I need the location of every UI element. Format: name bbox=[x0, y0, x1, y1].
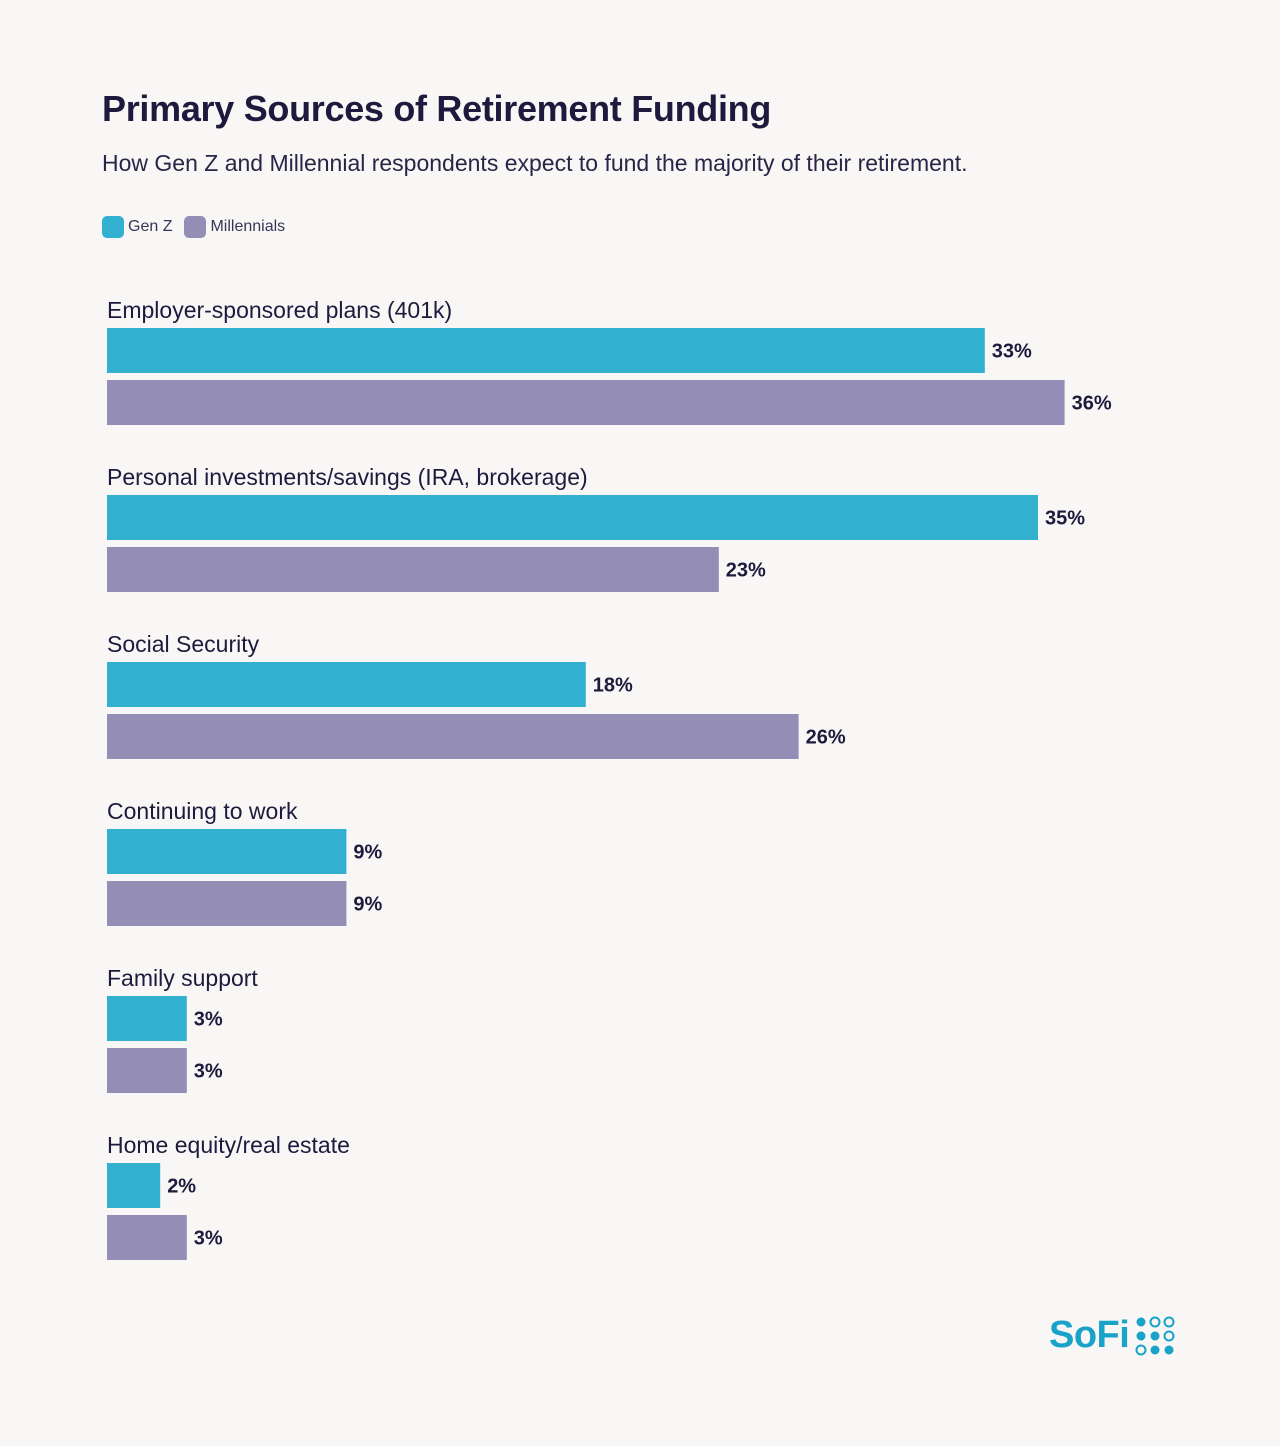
category-label-family-support: Family support bbox=[107, 965, 258, 991]
bar-gen-z-personal-investments-savings-ira-brokerage bbox=[107, 495, 1038, 540]
category-label-continuing-to-work: Continuing to work bbox=[107, 798, 298, 824]
bar-millennials-personal-investments-savings-ira-brokerage bbox=[107, 547, 719, 592]
bar-gen-z-employer-sponsored-plans-401k bbox=[107, 328, 985, 373]
sofi-logo: SoFi bbox=[1049, 1314, 1175, 1357]
logo-text: SoFi bbox=[1049, 1314, 1130, 1356]
bar-millennials-employer-sponsored-plans-401k bbox=[107, 380, 1065, 425]
data-label-gen-z-family-support: 3% bbox=[194, 1009, 223, 1031]
data-label-millennials-personal-investments-savings-ira-brokerage: 23% bbox=[726, 560, 766, 582]
bar-chart: Employer-sponsored plans (401k) 33% 36% Per… bbox=[107, 297, 1112, 1260]
data-label-gen-z-home-equity-real-estate: 2% bbox=[167, 1176, 196, 1198]
bar-millennials-family-support bbox=[107, 1048, 187, 1093]
sofi-dots-icon bbox=[1135, 1316, 1175, 1355]
bar-millennials-home-equity-real-estate bbox=[107, 1215, 187, 1260]
category-label-personal-investments-savings-ira-brokerage: Personal investments/savings (IRA, broke… bbox=[107, 464, 588, 490]
legend-swatch-gen-z bbox=[102, 216, 124, 238]
legend-label-gen-z: Gen Z bbox=[128, 218, 173, 235]
legend-swatch-millennials bbox=[184, 216, 207, 238]
legend-item-millennials: Millennials bbox=[184, 216, 285, 238]
bar-gen-z-family-support bbox=[107, 996, 187, 1041]
data-label-millennials-social-security: 26% bbox=[806, 727, 846, 749]
category-label-social-security: Social Security bbox=[107, 631, 260, 657]
data-label-gen-z-personal-investments-savings-ira-brokerage: 35% bbox=[1045, 508, 1085, 530]
chart-subtitle: How Gen Z and Millennial respondents exp… bbox=[102, 150, 968, 176]
data-label-gen-z-employer-sponsored-plans-401k: 33% bbox=[992, 341, 1032, 363]
legend: Gen Z Millennials bbox=[102, 216, 297, 238]
bar-gen-z-social-security bbox=[107, 662, 586, 707]
data-label-millennials-home-equity-real-estate: 3% bbox=[194, 1228, 223, 1250]
bar-gen-z-home-equity-real-estate bbox=[107, 1163, 161, 1208]
data-label-millennials-family-support: 3% bbox=[194, 1061, 223, 1083]
legend-item-gen-z: Gen Z bbox=[102, 216, 172, 238]
data-label-gen-z-social-security: 18% bbox=[593, 675, 633, 697]
legend-label-millennials: Millennials bbox=[210, 218, 286, 235]
category-label-home-equity-real-estate: Home equity/real estate bbox=[107, 1132, 350, 1158]
chart-title: Primary Sources of Retirement Funding bbox=[102, 88, 772, 129]
category-label-employer-sponsored-plans-401k: Employer-sponsored plans (401k) bbox=[107, 297, 452, 323]
bar-millennials-continuing-to-work bbox=[107, 881, 347, 926]
data-label-gen-z-continuing-to-work: 9% bbox=[353, 842, 382, 864]
bar-gen-z-continuing-to-work bbox=[107, 829, 347, 874]
bar-millennials-social-security bbox=[107, 714, 799, 759]
data-label-millennials-employer-sponsored-plans-401k: 36% bbox=[1072, 393, 1112, 415]
data-label-millennials-continuing-to-work: 9% bbox=[353, 894, 382, 916]
